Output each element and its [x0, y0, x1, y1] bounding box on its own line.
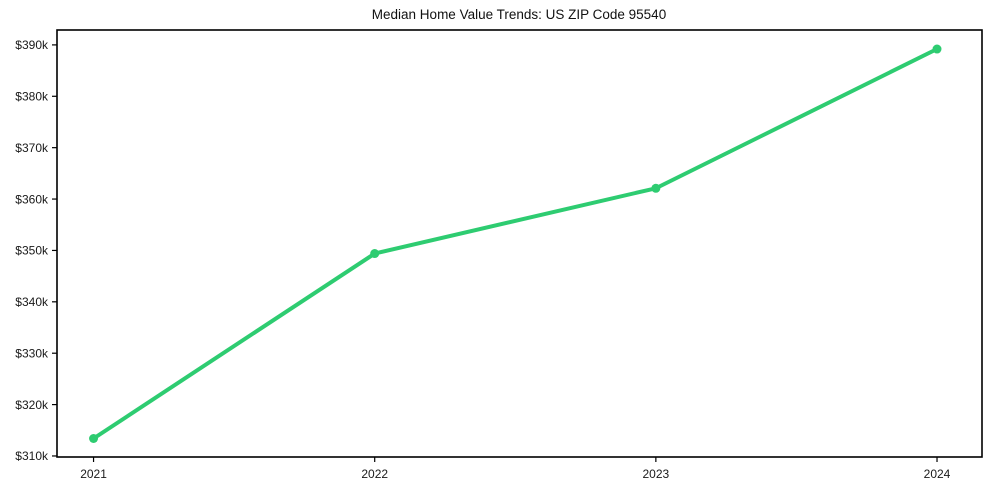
x-tick-label: 2024	[924, 467, 951, 481]
data-point	[89, 434, 99, 444]
trend-line	[91, 47, 940, 441]
x-axis: 2021 2022 2023 2024	[80, 457, 951, 481]
y-tick-label: $320k	[15, 398, 49, 412]
x-tick-label: 2023	[643, 467, 670, 481]
x-tick-label: 2021	[80, 467, 107, 481]
y-tick-label: $330k	[15, 346, 49, 360]
x-tick-label: 2022	[361, 467, 388, 481]
data-point	[370, 249, 380, 259]
y-tick-label: $340k	[15, 295, 49, 309]
y-tick-label: $350k	[15, 244, 49, 258]
chart-title: Median Home Value Trends: US ZIP Code 95…	[372, 7, 666, 22]
y-axis: $310k $320k $330k $340k $350k $360k $370k $380k…	[15, 38, 57, 463]
y-tick-label: $380k	[15, 89, 49, 103]
y-tick-label: $370k	[15, 141, 49, 155]
y-tick-label: $390k	[15, 38, 49, 52]
plot-area-border	[56, 29, 983, 458]
y-tick-label: $360k	[15, 192, 49, 206]
series-group	[89, 44, 942, 444]
data-point	[932, 44, 942, 54]
data-point	[651, 183, 661, 193]
y-tick-label: $310k	[15, 449, 49, 463]
